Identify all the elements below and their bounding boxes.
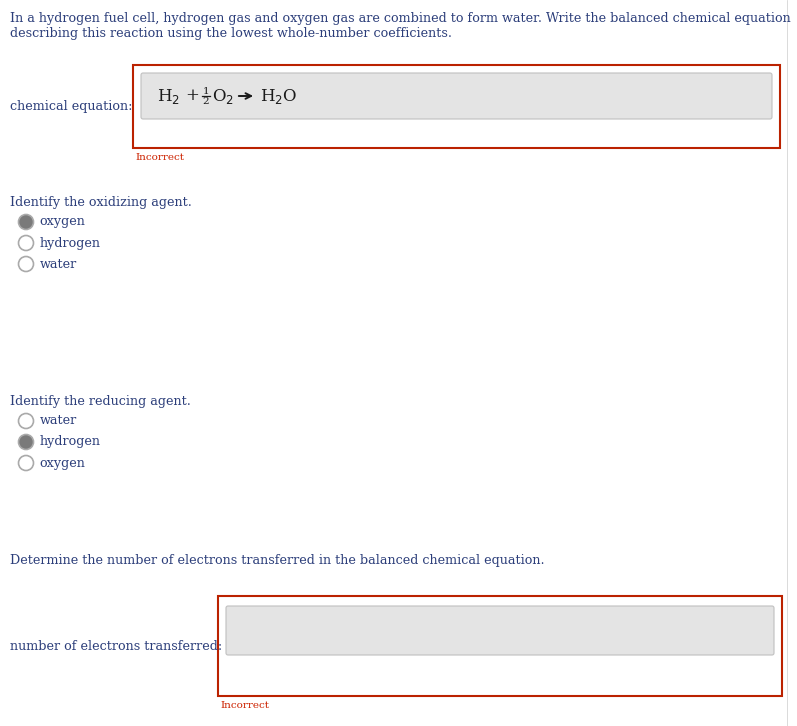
Circle shape <box>18 256 33 272</box>
Text: O$_2$: O$_2$ <box>212 86 234 105</box>
Text: hydrogen: hydrogen <box>40 237 100 250</box>
Text: oxygen: oxygen <box>40 457 85 470</box>
Text: chemical equation:: chemical equation: <box>10 100 132 113</box>
Text: 2: 2 <box>202 97 210 105</box>
FancyBboxPatch shape <box>133 65 780 148</box>
Text: water: water <box>40 415 77 428</box>
Text: hydrogen: hydrogen <box>40 436 100 449</box>
Text: water: water <box>40 258 77 271</box>
Text: describing this reaction using the lowest whole-number coefficients.: describing this reaction using the lowes… <box>10 27 452 40</box>
FancyBboxPatch shape <box>141 73 772 119</box>
Text: 1: 1 <box>202 86 210 96</box>
Text: Identify the oxidizing agent.: Identify the oxidizing agent. <box>10 196 192 209</box>
Text: Identify the reducing agent.: Identify the reducing agent. <box>10 395 190 408</box>
Circle shape <box>18 455 33 470</box>
Text: Incorrect: Incorrect <box>220 701 269 710</box>
Text: oxygen: oxygen <box>40 216 85 229</box>
Text: number of electrons transferred:: number of electrons transferred: <box>10 640 222 653</box>
Text: In a hydrogen fuel cell, hydrogen gas and oxygen gas are combined to form water.: In a hydrogen fuel cell, hydrogen gas an… <box>10 12 791 25</box>
Circle shape <box>18 434 33 449</box>
Text: H$_2$: H$_2$ <box>157 86 180 105</box>
Text: Determine the number of electrons transferred in the balanced chemical equation.: Determine the number of electrons transf… <box>10 554 544 567</box>
Text: H$_2$O: H$_2$O <box>260 86 297 105</box>
FancyBboxPatch shape <box>226 606 774 655</box>
Text: Incorrect: Incorrect <box>135 153 184 162</box>
Text: +: + <box>185 88 199 105</box>
FancyBboxPatch shape <box>218 596 782 696</box>
Circle shape <box>18 414 33 428</box>
Circle shape <box>18 235 33 250</box>
Circle shape <box>18 214 33 229</box>
